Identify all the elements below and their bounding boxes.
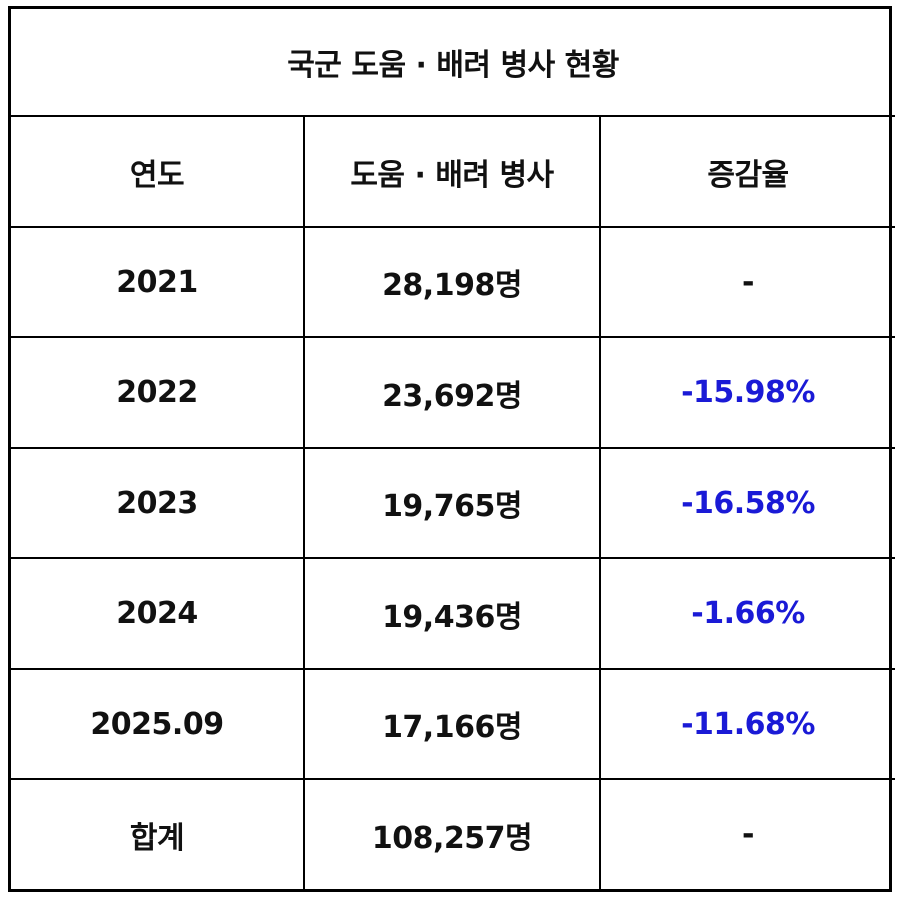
soldier-status-table: 국군 도움 · 배려 병사 현황 연도 도움 · 배려 병사 증감율 2021 … [11,9,896,889]
table-title: 국군 도움 · 배려 병사 현황 [11,9,896,118]
cell-total-count: 108,257명 [303,778,601,889]
header-year: 연도 [11,115,305,228]
cell-year: 2024 [11,557,305,670]
cell-count: 19,436명 [303,557,601,670]
table-row: 2022 23,692명 -15.98% [11,336,896,449]
cell-change: -1.66% [598,557,896,670]
cell-change: - [598,225,896,339]
cell-change: -16.58% [598,446,896,560]
total-row: 합계 108,257명 - [11,778,896,889]
cell-year: 2022 [11,336,305,449]
cell-change: -15.98% [598,336,896,449]
cell-count: 28,198명 [303,225,601,339]
cell-count: 23,692명 [303,336,601,449]
table-row: 2023 19,765명 -16.58% [11,446,896,560]
header-row: 연도 도움 · 배려 병사 증감율 [11,115,896,228]
cell-count: 17,166명 [303,667,601,781]
table-row: 2024 19,436명 -1.66% [11,557,896,670]
cell-count: 19,765명 [303,446,601,560]
table-row: 2021 28,198명 - [11,225,896,339]
table-frame: 국군 도움 · 배려 병사 현황 연도 도움 · 배려 병사 증감율 2021 … [8,6,896,892]
header-change-rate: 증감율 [598,115,896,228]
cell-change: -11.68% [598,667,896,781]
cell-total-change: - [598,778,896,889]
table-row: 2025.09 17,166명 -11.68% [11,667,896,781]
cell-year: 2025.09 [11,667,305,781]
header-soldiers: 도움 · 배려 병사 [303,115,601,228]
title-row: 국군 도움 · 배려 병사 현황 [11,9,896,118]
cell-total-label: 합계 [11,778,305,889]
cell-year: 2021 [11,225,305,339]
cell-year: 2023 [11,446,305,560]
